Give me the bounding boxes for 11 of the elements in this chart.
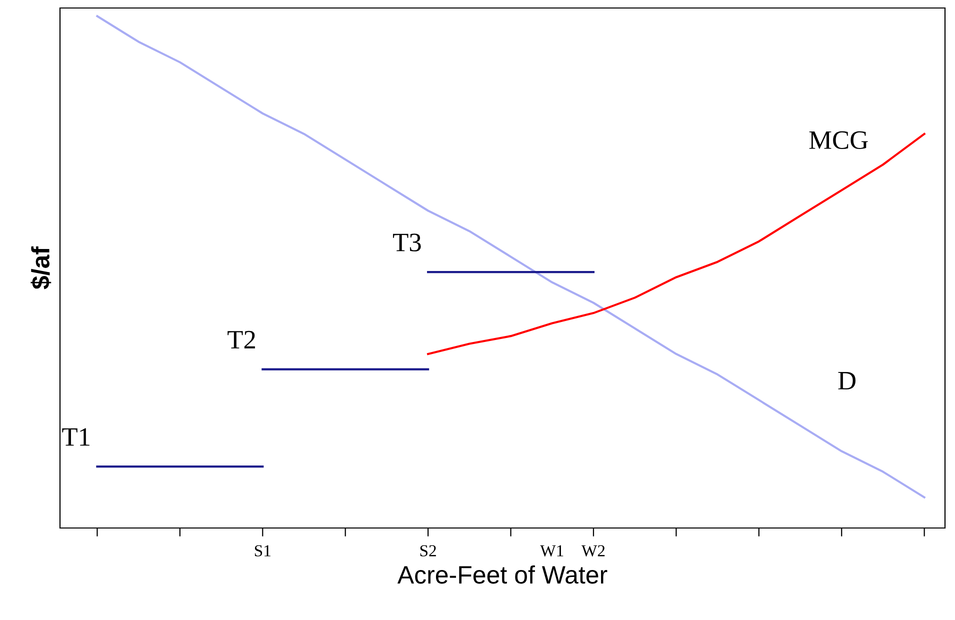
series-label: T1 <box>62 428 90 446</box>
x-axis-title: Acre-Feet of Water <box>397 565 608 584</box>
x-tick-label: W2 <box>581 545 605 556</box>
y-axis-title: $/af <box>30 246 52 290</box>
series-label: T3 <box>393 234 421 252</box>
series-label: MCG <box>809 131 868 150</box>
x-tick-label: S2 <box>420 545 436 556</box>
x-tick-label: W1 <box>540 545 564 556</box>
x-tick-label: S1 <box>254 545 270 556</box>
series-label: D <box>838 372 856 390</box>
series-label: T2 <box>228 330 255 348</box>
